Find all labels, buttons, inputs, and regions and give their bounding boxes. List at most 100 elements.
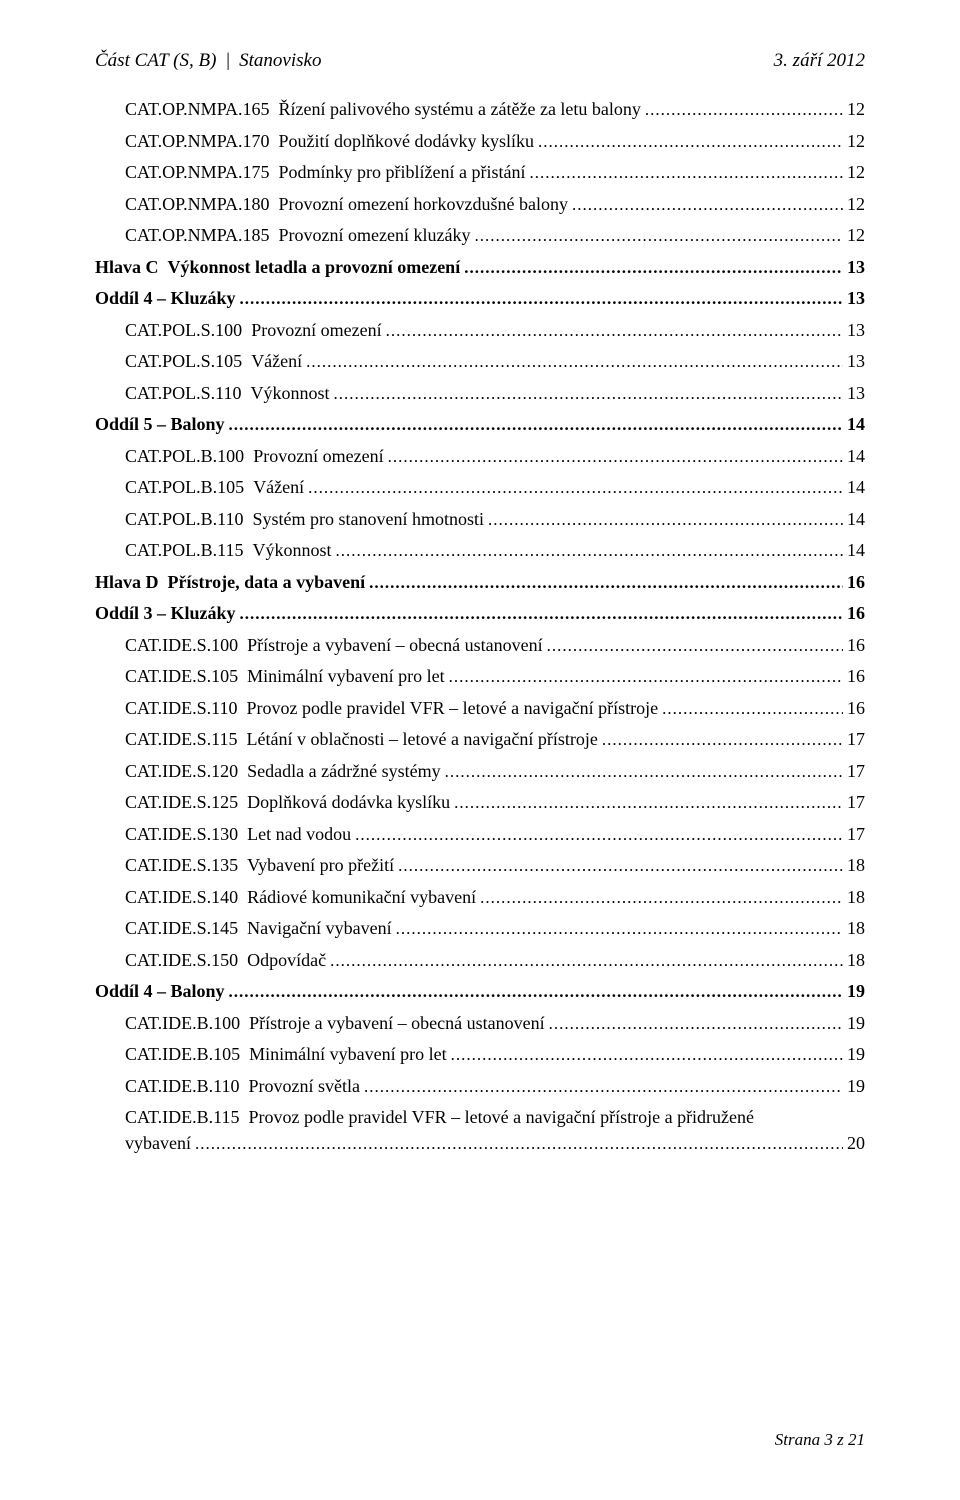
toc-entry: CAT.OP.NMPA.180 Provozní omezení horkovz… [95,195,865,213]
toc-entry-page: 13 [847,258,865,276]
page-header: Část CAT (S, B) | Stanovisko 3. září 201… [95,50,865,72]
toc-entry-label: CAT.IDE.S.110 [125,699,238,717]
toc-entry: CAT.IDE.B.100 Přístroje a vybavení – obe… [95,1014,865,1032]
toc-entry-page: 18 [847,951,865,969]
toc-leader-dots [454,793,843,811]
toc-entry: CAT.IDE.S.125 Doplňková dodávka kyslíku1… [95,793,865,811]
header-date: 3. září 2012 [774,50,865,72]
toc-entry-title: Přístroje, data a vybavení [168,573,366,591]
toc-leader-dots [195,1134,843,1152]
toc-entry: Hlava C Výkonnost letadla a provozní ome… [95,258,865,276]
toc-entry-title: Provozní omezení [251,321,381,339]
toc-entry: CAT.IDE.S.110 Provoz podle pravidel VFR … [95,699,865,717]
header-separator: | [225,50,230,71]
toc-entry-label: CAT.IDE.S.145 [125,919,238,937]
toc-entry-title: Přístroje a vybavení – obecná ustanovení [249,1014,544,1032]
toc-leader-dots [369,573,843,591]
toc-entry-page: 13 [847,321,865,339]
toc-leader-dots [334,384,843,402]
toc-entry-title: Let nad vodou [247,825,351,843]
toc-entry-page: 16 [847,636,865,654]
toc-entry-page: 16 [847,604,865,622]
toc-entry-title: Odpovídač [247,951,326,969]
toc-entry-label: Oddíl 3 – Kluzáky [95,604,236,622]
toc-entry: Hlava D Přístroje, data a vybavení16 [95,573,865,591]
toc-entry-label: CAT.IDE.S.135 [125,856,238,874]
toc-entry: CAT.POL.S.105 Vážení 13 [95,352,865,370]
toc-entry-label: CAT.OP.NMPA.175 [125,163,270,181]
toc-entry: CAT.IDE.B.110 Provozní světla19 [95,1077,865,1095]
toc-leader-dots [602,730,843,748]
toc-entry: CAT.IDE.S.135 Vybavení pro přežití 18 [95,856,865,874]
toc-entry-title: Výkonnost letadla a provozní omezení [168,258,461,276]
toc-entry-page: 17 [847,793,865,811]
toc-entry-title: Minimální vybavení pro let [247,667,444,685]
toc-entry-page: 13 [847,289,865,307]
toc-entry-label: CAT.OP.NMPA.185 [125,226,270,244]
toc-leader-dots [336,541,843,559]
toc-entry-title: Řízení palivového systému a zátěže za le… [279,100,641,118]
toc-entry-label: CAT.IDE.S.100 [125,636,238,654]
toc-entry: CAT.IDE.S.100 Přístroje a vybavení – obe… [95,636,865,654]
toc-leader-dots [488,510,843,528]
toc-leader-dots [549,1014,843,1032]
toc-entry: CAT.POL.B.115 Výkonnost14 [95,541,865,559]
toc-entry: CAT.POL.B.100 Provozní omezení14 [95,447,865,465]
toc-entry-title: Provoz podle pravidel VFR – letové a nav… [249,1108,755,1126]
toc-entry-page: 12 [847,132,865,150]
toc-entry: CAT.POL.S.100 Provozní omezení 13 [95,321,865,339]
toc-entry-label: CAT.OP.NMPA.180 [125,195,270,213]
toc-leader-dots [572,195,843,213]
toc-entry: CAT.POL.B.105 Vážení14 [95,478,865,496]
toc-entry-title: Výkonnost [251,384,330,402]
toc-leader-dots [240,289,843,307]
toc-entry: CAT.IDE.S.130 Let nad vodou17 [95,825,865,843]
toc-entry-title: Provozní omezení [253,447,383,465]
page-footer: Strana 3 z 21 [775,1430,865,1450]
toc-entry-page: 18 [847,888,865,906]
toc-entry-label: CAT.IDE.S.105 [125,667,238,685]
toc-entry: CAT.IDE.S.115 Létání v oblačnosti – leto… [95,730,865,748]
toc-entry-title: Vážení [251,352,302,370]
toc-entry-page: 18 [847,856,865,874]
toc-entry-label: CAT.POL.B.110 [125,510,244,528]
toc-entry-title: Použití doplňkové dodávky kyslíku [279,132,535,150]
toc-entry: CAT.OP.NMPA.185 Provozní omezení kluzáky… [95,226,865,244]
toc-entry: CAT.IDE.B.115 Provoz podle pravidel VFR … [95,1108,865,1126]
toc-entry-title: Létání v oblačnosti – letové a navigační… [247,730,598,748]
toc-entry-page: 12 [847,226,865,244]
toc-entry-label: CAT.POL.S.100 [125,321,242,339]
toc-entry-page: 19 [847,982,865,1000]
toc-entry-label: CAT.OP.NMPA.170 [125,132,270,150]
toc-entry-label: CAT.IDE.S.150 [125,951,238,969]
toc-entry-title: Provozní omezení kluzáky [279,226,471,244]
toc-entry-title: Výkonnost [253,541,332,559]
toc-entry-page: 16 [847,667,865,685]
toc-leader-dots [547,636,843,654]
toc-entry-label: Oddíl 5 – Balony [95,415,225,433]
toc-entry-label: CAT.IDE.B.110 [125,1077,240,1095]
toc-entry: Oddíl 4 – Kluzáky13 [95,289,865,307]
toc-entry-title: Systém pro stanovení hmotnosti [253,510,485,528]
toc-leader-dots [451,1045,843,1063]
toc-leader-dots [396,919,843,937]
toc-entry-title: Provozní světla [249,1077,360,1095]
toc-entry-title: Rádiové komunikační vybavení [247,888,476,906]
toc-entry-page: 14 [847,447,865,465]
toc-leader-dots [306,352,843,370]
toc-entry: CAT.IDE.S.120 Sedadla a zádržné systémy1… [95,762,865,780]
toc-leader-dots [386,321,843,339]
toc-entry-label: CAT.IDE.S.115 [125,730,238,748]
toc-leader-dots [662,699,843,717]
toc-entry: CAT.IDE.S.150 Odpovídač 18 [95,951,865,969]
toc-entry: CAT.OP.NMPA.170 Použití doplňkové dodávk… [95,132,865,150]
toc-entry: CAT.IDE.S.140 Rádiové komunikační vybave… [95,888,865,906]
toc-entry-page: 12 [847,100,865,118]
toc-entry-label: CAT.IDE.S.125 [125,793,238,811]
toc-entry-page: 13 [847,352,865,370]
toc-entry-title: Provoz podle pravidel VFR – letové a nav… [247,699,659,717]
toc-entry-title: Vybavení pro přežití [247,856,394,874]
toc-entry-page: 17 [847,762,865,780]
toc-entry-label: CAT.POL.S.110 [125,384,242,402]
toc-entry-label: CAT.POL.S.105 [125,352,242,370]
